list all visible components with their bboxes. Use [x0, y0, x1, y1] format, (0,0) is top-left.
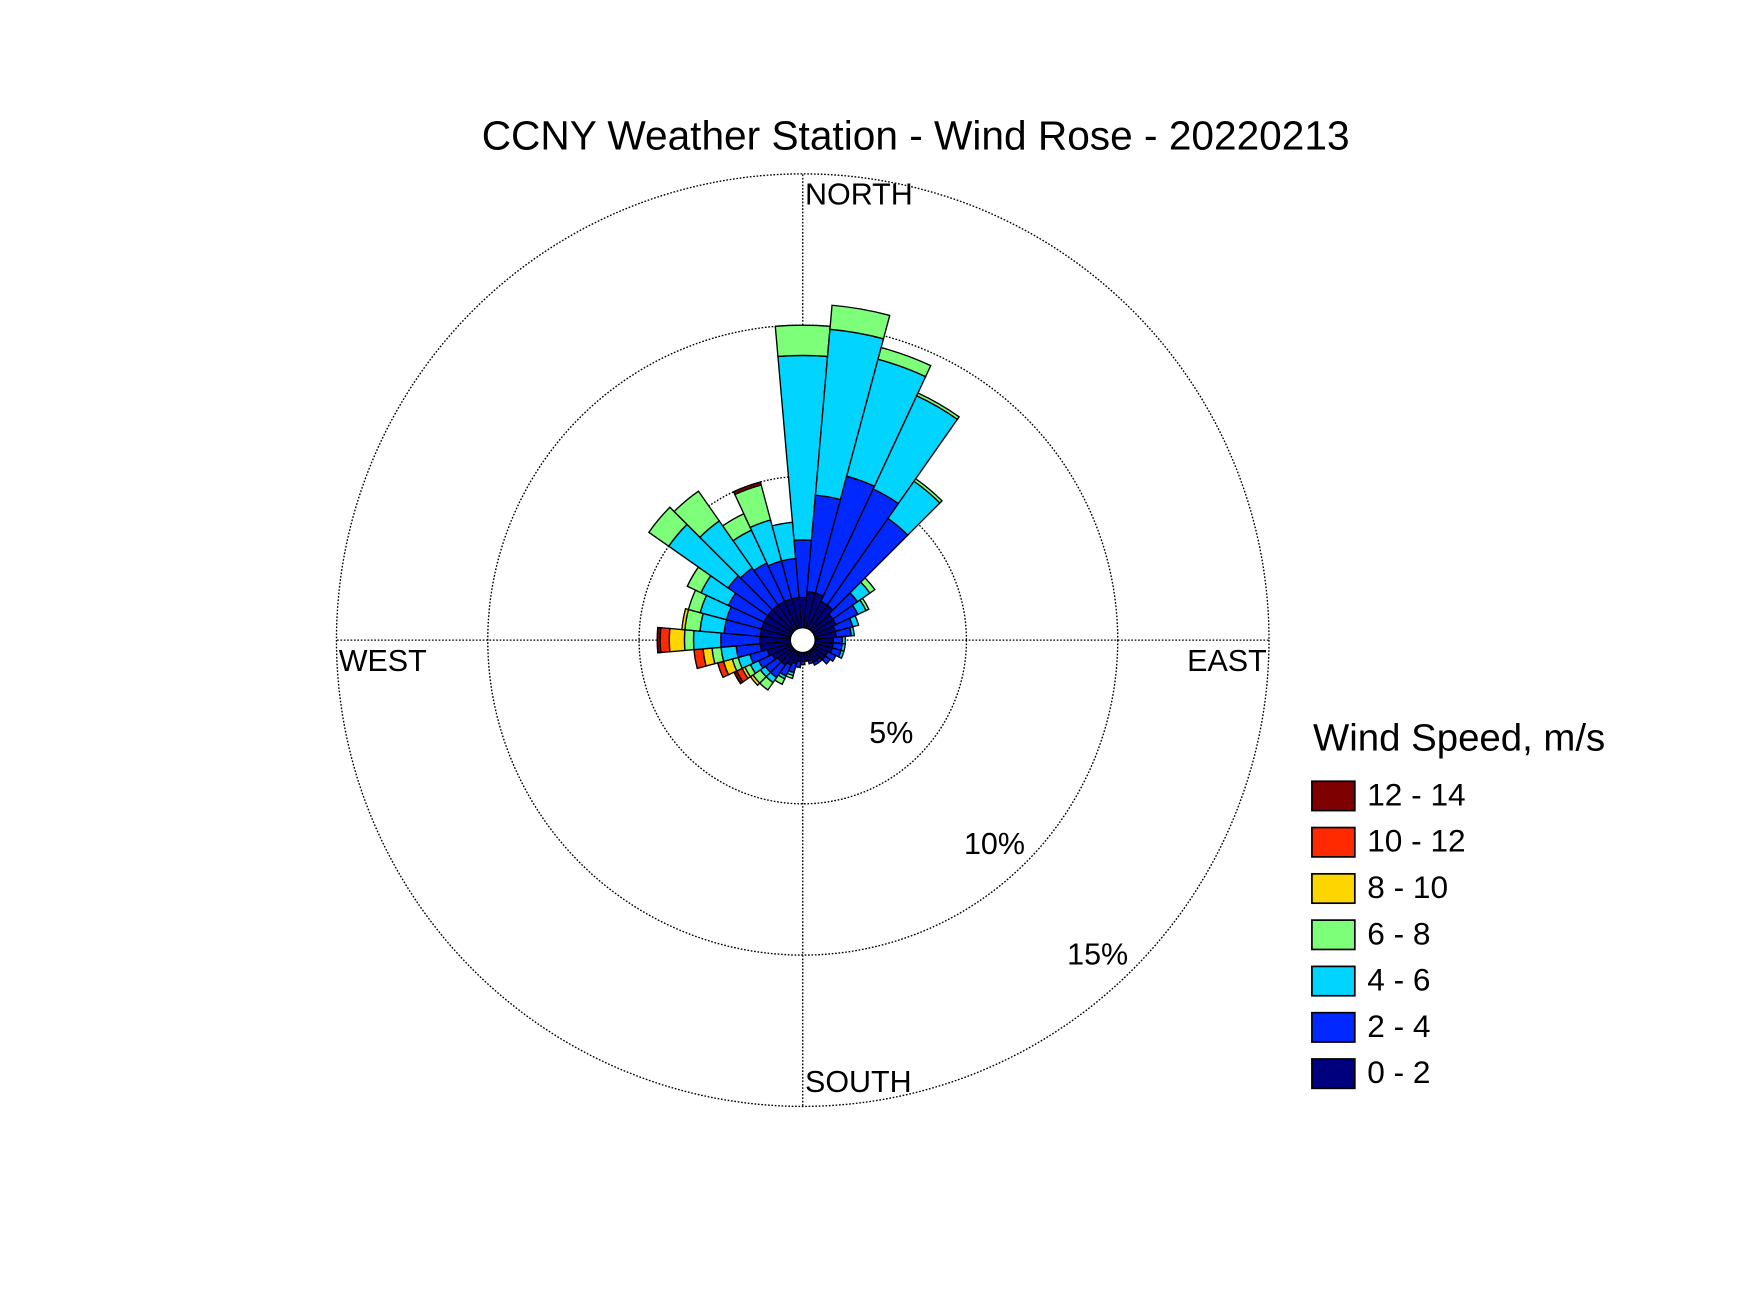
legend-swatch	[1311, 1011, 1356, 1043]
legend-label: 10 - 12	[1367, 823, 1465, 859]
legend-label: 6 - 8	[1367, 915, 1430, 951]
legend-swatch	[1311, 965, 1356, 997]
legend-label: 12 - 14	[1367, 776, 1465, 812]
legend-swatch	[1311, 780, 1356, 812]
wind-sector	[647, 506, 688, 548]
wind-sector	[841, 635, 847, 645]
legend-swatch	[1311, 919, 1356, 951]
legend-swatch	[1311, 872, 1356, 905]
wind-sector	[837, 649, 845, 660]
wind-sector	[859, 576, 876, 595]
wind-sector	[824, 650, 837, 663]
wind-sector	[668, 627, 686, 653]
wind-sector	[877, 346, 932, 378]
hub	[789, 627, 816, 654]
wind-sector	[673, 490, 721, 539]
wind-sector	[812, 659, 820, 666]
grid-ring	[335, 173, 1270, 1108]
chart-title: CCNY Weather Station - Wind Rose - 20220…	[482, 113, 1350, 159]
wind-sector	[732, 481, 762, 496]
direction-label: SOUTH	[805, 1065, 912, 1099]
direction-label: EAST	[1187, 644, 1267, 678]
direction-label: WEST	[339, 644, 427, 678]
legend-swatch	[1311, 826, 1356, 858]
wind-sector	[859, 597, 870, 612]
wind-sector	[692, 629, 722, 651]
wind-sector	[848, 614, 860, 628]
wind-sector	[829, 304, 891, 340]
wind-sector	[774, 324, 831, 358]
ring-label: 15%	[1067, 937, 1128, 971]
legend-label: 0 - 2	[1367, 1054, 1430, 1090]
wind-sector	[656, 626, 662, 654]
wind-sector	[821, 654, 832, 665]
legend-label: 2 - 4	[1367, 1008, 1430, 1044]
legend-swatch	[1311, 1058, 1356, 1090]
wind-sector	[771, 521, 797, 562]
wind-sector	[913, 477, 943, 504]
legend-label: 8 - 10	[1367, 869, 1448, 905]
ring-label: 10%	[964, 827, 1025, 861]
wind-sector	[659, 626, 671, 654]
legend-label: 4 - 6	[1367, 962, 1430, 998]
wind-sector	[807, 658, 815, 665]
wind-sector	[683, 629, 695, 652]
wind-sector	[915, 392, 961, 421]
legend-title: Wind Speed, m/s	[1313, 717, 1605, 760]
ring-label: 5%	[869, 716, 913, 750]
wind-sector	[848, 625, 856, 637]
direction-label: NORTH	[805, 177, 913, 211]
wind-sector	[681, 607, 690, 631]
